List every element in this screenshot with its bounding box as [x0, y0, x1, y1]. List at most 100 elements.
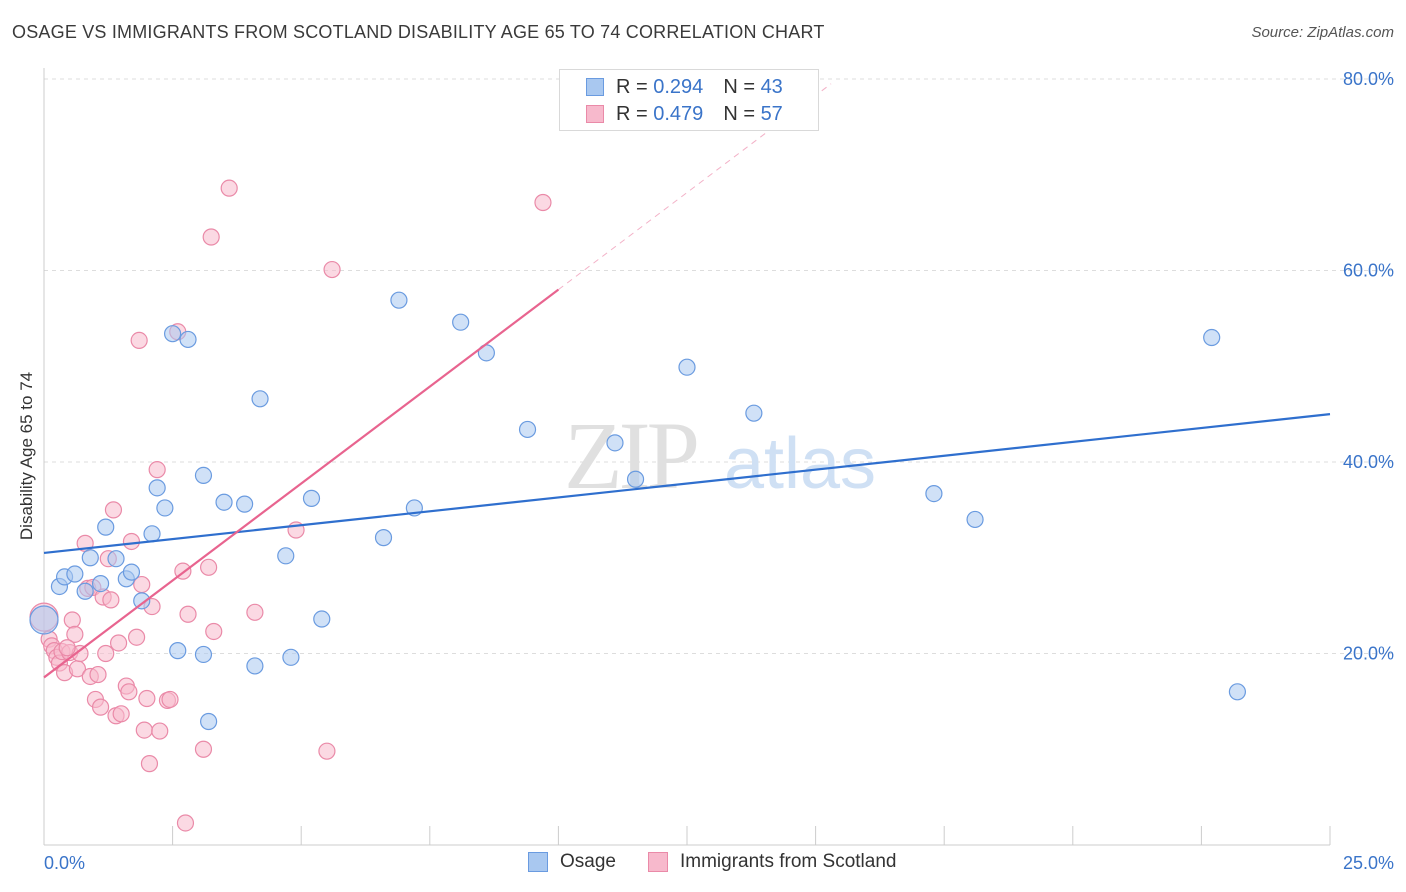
osage-trend-line: [43, 413, 1331, 555]
y-axis-label: Disability Age 65 to 74: [17, 371, 36, 541]
scotland-point: [194, 740, 213, 758]
osage-point: [194, 466, 213, 485]
scotland-point: [200, 558, 218, 576]
osage-point: [215, 493, 233, 511]
scotland-trend-line: [43, 288, 560, 679]
r-value: 0.294: [653, 75, 704, 98]
n-label: N =: [723, 102, 755, 125]
legend-row-scotland: R = 0.479 N = 57: [586, 101, 783, 127]
osage-point: [390, 291, 408, 309]
scotland-point: [63, 611, 81, 629]
osage-point: [29, 605, 59, 635]
scotland-point: [220, 179, 238, 197]
scotland-point: [102, 591, 120, 609]
osage-point: [277, 547, 295, 565]
legend-item-osage: Osage: [528, 851, 616, 873]
osage-point: [179, 330, 197, 349]
n-label: N =: [723, 75, 755, 98]
scotland-point: [122, 532, 141, 551]
legend-item-scotland: Immigrants from Scotland: [648, 851, 896, 873]
osage-point: [606, 434, 624, 452]
n-value: 57: [760, 102, 783, 125]
osage-point: [76, 582, 94, 600]
osage-point: [1203, 328, 1221, 347]
osage-swatch: [586, 78, 604, 96]
watermark: ZIP atlas: [564, 402, 876, 509]
scotland-point: [176, 814, 195, 832]
source-label: Source: ZipAtlas.com: [1251, 24, 1394, 41]
osage-point: [81, 549, 99, 567]
scotland-point: [179, 605, 197, 623]
scotland-trend-extension: [558, 83, 832, 291]
scotland-point: [161, 690, 179, 709]
scotland-point: [534, 193, 552, 212]
scotland-point: [127, 628, 146, 646]
scotland-swatch: [586, 105, 604, 123]
r-label: R =: [616, 102, 648, 125]
r-label: R =: [616, 75, 648, 98]
osage-point: [745, 404, 763, 422]
scotland-point: [109, 634, 128, 652]
osage-point: [164, 325, 182, 343]
scotland-point: [202, 228, 220, 246]
y-tick-label: 40.0%: [1343, 452, 1394, 472]
scotland-point: [151, 722, 169, 740]
r-value: 0.479: [653, 102, 704, 125]
x-tick-label: 25.0%: [1343, 853, 1394, 873]
tick-labels: 20.0% 40.0% 60.0% 80.0% 0.0% 25.0%: [44, 69, 1394, 873]
osage-point: [66, 565, 84, 583]
trend-lines: [43, 83, 1331, 679]
scotland-point: [130, 331, 148, 349]
osage-point: [122, 563, 141, 581]
osage-point: [925, 484, 943, 503]
osage-point: [91, 575, 110, 593]
legend-label: Osage: [560, 851, 616, 872]
scotland-point: [66, 625, 84, 643]
osage-point: [200, 712, 218, 731]
scotland-point: [58, 639, 76, 657]
x-tick-label: 0.0%: [44, 853, 85, 873]
scotland-point: [104, 501, 123, 519]
osage-point: [626, 470, 645, 488]
osage-point: [452, 313, 470, 331]
chart-title: OSAGE VS IMMIGRANTS FROM SCOTLAND DISABI…: [12, 22, 825, 42]
n-value: 43: [760, 75, 783, 98]
osage-point: [678, 358, 696, 376]
osage-point: [313, 610, 331, 628]
osage-point: [966, 510, 984, 529]
osage-point: [143, 525, 161, 543]
scotland-point: [91, 698, 110, 716]
osage-point: [133, 592, 151, 610]
legend-row-osage: R = 0.294 N = 43: [586, 74, 783, 100]
osage-point: [236, 495, 254, 513]
scotland-point: [135, 721, 153, 739]
scotland-point: [246, 603, 264, 621]
osage-point: [97, 518, 115, 536]
osage-point: [169, 642, 187, 660]
gridlines: [44, 78, 1394, 654]
y-tick-label: 20.0%: [1343, 644, 1394, 664]
scotland-swatch: [648, 852, 668, 872]
scotland-point: [138, 689, 156, 708]
data-points: [29, 179, 1247, 832]
scotland-point: [205, 622, 223, 641]
scotland-point: [89, 665, 107, 684]
osage-point: [518, 420, 537, 439]
axes: [43, 68, 1331, 846]
osage-point: [148, 479, 166, 497]
osage-point: [374, 529, 393, 547]
osage-point: [156, 499, 174, 517]
osage-point: [282, 648, 300, 666]
scotland-point: [120, 683, 138, 701]
y-tick-label: 80.0%: [1343, 69, 1394, 89]
osage-point: [251, 390, 269, 408]
scotland-point: [112, 705, 130, 723]
scotland-point: [97, 644, 115, 663]
osage-point: [107, 550, 125, 568]
scotland-point: [323, 260, 341, 279]
osage-point: [194, 645, 213, 664]
scotland-point: [148, 461, 166, 479]
watermark-zip: ZIP: [564, 402, 697, 509]
scotland-point: [140, 755, 159, 773]
